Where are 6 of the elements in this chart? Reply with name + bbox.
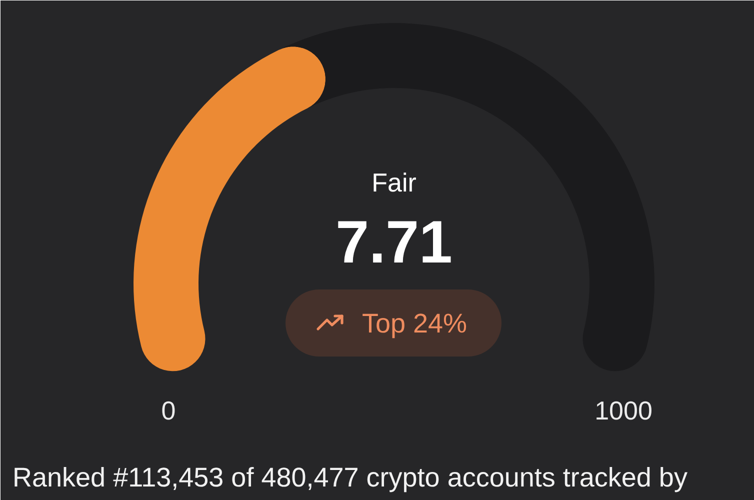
text: Fair <box>372 168 417 198</box>
text: Top 24% <box>362 308 468 338</box>
text: 1000 <box>594 396 652 426</box>
text: 0 <box>161 396 176 426</box>
text: Ranked #113,453 of 480,477 crypto accounts tracked by <box>12 462 688 492</box>
text: 7.71 <box>336 208 452 276</box>
